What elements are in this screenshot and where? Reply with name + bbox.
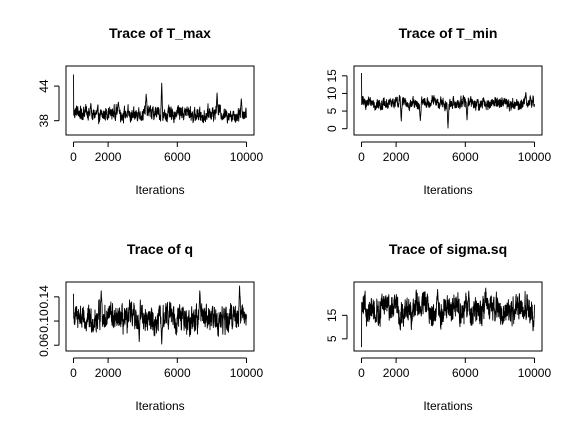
trace-line — [73, 74, 247, 125]
y-tick-label: 0.06 — [37, 333, 51, 357]
x-tick-label: 10000 — [230, 150, 264, 164]
x-tick-label: 10000 — [230, 366, 264, 380]
x-tick-label: 10000 — [518, 366, 552, 380]
x-tick-label: 6000 — [164, 150, 191, 164]
y-tick-label: 0.10 — [37, 309, 51, 333]
x-axis-label: Iterations — [135, 183, 184, 197]
x-tick-label: 2000 — [383, 366, 410, 380]
x-tick-label: 0 — [70, 366, 77, 380]
x-tick-label: 0 — [358, 150, 365, 164]
x-axis-label: Iterations — [423, 183, 472, 197]
y-tick-label: 5 — [325, 335, 339, 342]
panel-title: Trace of sigma.sq — [389, 241, 507, 257]
x-tick-label: 6000 — [452, 150, 479, 164]
panel-title: Trace of q — [127, 241, 193, 257]
plot-frame — [353, 65, 543, 136]
y-tick-label: 15 — [325, 308, 339, 322]
panel-title: Trace of T_max — [109, 25, 211, 41]
plot-frame — [65, 65, 255, 136]
x-tick-label: 6000 — [164, 366, 191, 380]
trace-line — [73, 285, 247, 345]
panel-q: Trace of q Iterations 0 2000 6000 10000 0.06… — [37, 241, 263, 413]
panel-title: Trace of T_min — [399, 25, 498, 41]
x-tick-label: 2000 — [95, 150, 122, 164]
y-tick-label: 15 — [325, 69, 339, 83]
plot-frame — [65, 281, 255, 352]
y-tick-label: 5 — [325, 107, 339, 114]
plot-frame — [353, 281, 543, 352]
y-tick-label: 44 — [37, 79, 51, 93]
x-axis-label: Iterations — [423, 399, 472, 413]
x-tick-label: 0 — [358, 366, 365, 380]
panel-t-min: Trace of T_min Iterations 0 2000 6000 10000… — [325, 25, 551, 197]
trace-line — [361, 72, 535, 129]
x-tick-label: 2000 — [95, 366, 122, 380]
x-axis-label: Iterations — [135, 399, 184, 413]
trace-line — [361, 287, 535, 348]
panel-t-max: Trace of T_max Iterations 0 2000 6000 10000… — [37, 25, 263, 197]
x-tick-label: 0 — [70, 150, 77, 164]
y-tick-label: 38 — [37, 114, 51, 128]
x-tick-label: 10000 — [518, 150, 552, 164]
x-tick-label: 2000 — [383, 150, 410, 164]
x-tick-label: 6000 — [452, 366, 479, 380]
y-tick-label: 10 — [325, 86, 339, 100]
y-tick-label: 0 — [325, 125, 339, 132]
panel-sigma-sq: Trace of sigma.sq Iterations 0 2000 6000 10… — [325, 241, 551, 413]
y-tick-label: 0.14 — [37, 285, 51, 309]
